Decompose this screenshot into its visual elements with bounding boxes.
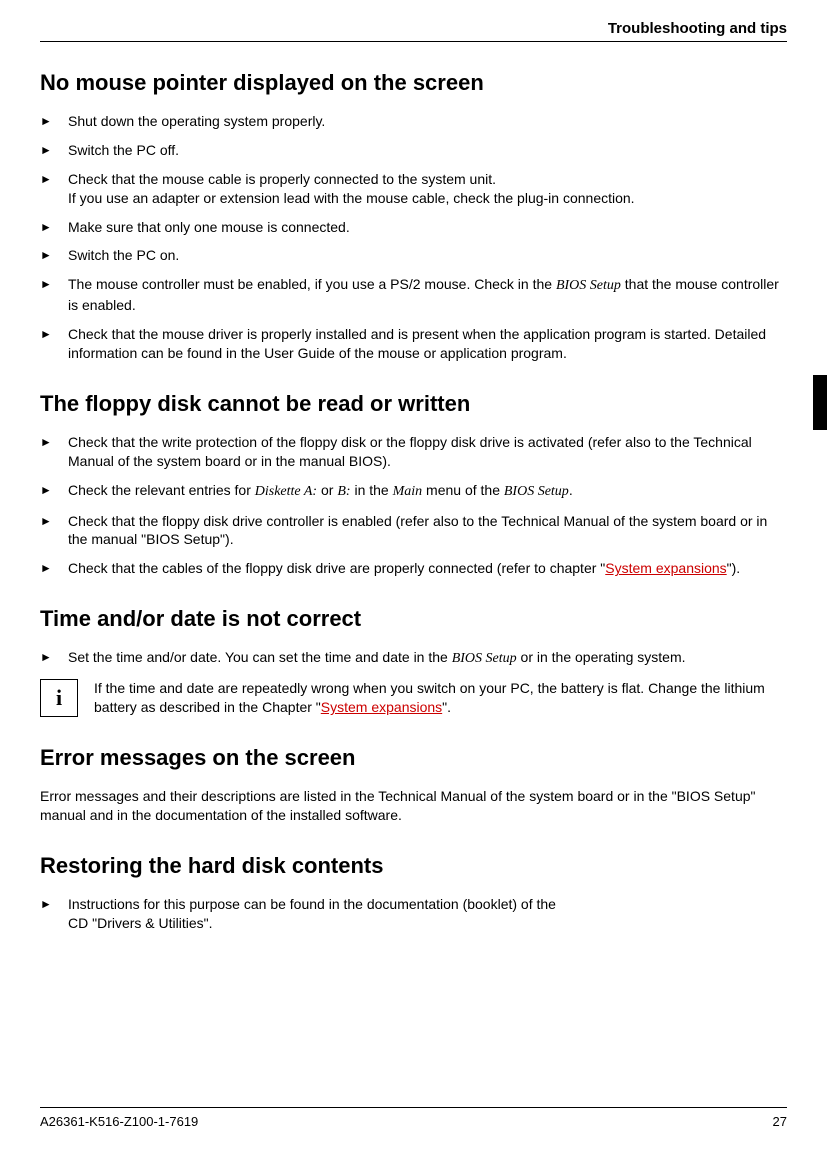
list-item: ►The mouse controller must be enabled, i… bbox=[40, 275, 787, 315]
list-item: ►Check that the cables of the floppy dis… bbox=[40, 559, 787, 578]
steps-floppy: ►Check that the write protection of the … bbox=[40, 433, 787, 578]
bullet-icon: ► bbox=[40, 433, 68, 471]
bullet-icon: ► bbox=[40, 895, 68, 933]
info-text: If the time and date are repeatedly wron… bbox=[94, 679, 787, 717]
info-icon: i bbox=[40, 679, 78, 717]
step-text: Set the time and/or date. You can set th… bbox=[68, 648, 787, 669]
step-text: Check that the write protection of the f… bbox=[68, 433, 787, 471]
paragraph-error-messages: Error messages and their descriptions ar… bbox=[40, 787, 787, 825]
list-item: ►Set the time and/or date. You can set t… bbox=[40, 648, 787, 669]
step-text: Check the relevant entries for Diskette … bbox=[68, 481, 787, 502]
page-footer: A26361-K516-Z100-1-7619 27 bbox=[40, 1107, 787, 1129]
bullet-icon: ► bbox=[40, 648, 68, 669]
list-item: ►Check the relevant entries for Diskette… bbox=[40, 481, 787, 502]
step-text: Check that the mouse driver is properly … bbox=[68, 325, 787, 363]
steps-no-mouse: ►Shut down the operating system properly… bbox=[40, 112, 787, 363]
list-item: ►Check that the floppy disk drive contro… bbox=[40, 512, 787, 550]
list-item: ►Make sure that only one mouse is connec… bbox=[40, 218, 787, 237]
bullet-icon: ► bbox=[40, 112, 68, 131]
step-text: Switch the PC on. bbox=[68, 246, 787, 265]
page-number: 27 bbox=[773, 1114, 787, 1129]
steps-restore-hd: ►Instructions for this purpose can be fo… bbox=[40, 895, 787, 933]
step-text: The mouse controller must be enabled, if… bbox=[68, 275, 787, 315]
bullet-icon: ► bbox=[40, 246, 68, 265]
heading-time-date: Time and/or date is not correct bbox=[40, 606, 787, 632]
bullet-icon: ► bbox=[40, 512, 68, 550]
step-text: Make sure that only one mouse is connect… bbox=[68, 218, 787, 237]
steps-time-date: ►Set the time and/or date. You can set t… bbox=[40, 648, 787, 669]
step-text: Check that the mouse cable is properly c… bbox=[68, 170, 787, 208]
link-system-expansions[interactable]: System expansions bbox=[321, 699, 442, 715]
bullet-icon: ► bbox=[40, 218, 68, 237]
bullet-icon: ► bbox=[40, 559, 68, 578]
list-item: ►Check that the mouse cable is properly … bbox=[40, 170, 787, 208]
bullet-icon: ► bbox=[40, 481, 68, 502]
page-header: Troubleshooting and tips bbox=[40, 20, 787, 42]
step-text: Switch the PC off. bbox=[68, 141, 787, 160]
list-item: ►Check that the write protection of the … bbox=[40, 433, 787, 471]
info-box: i If the time and date are repeatedly wr… bbox=[40, 679, 787, 717]
list-item: ►Shut down the operating system properly… bbox=[40, 112, 787, 131]
bullet-icon: ► bbox=[40, 141, 68, 160]
list-item: ►Switch the PC off. bbox=[40, 141, 787, 160]
step-text: Check that the floppy disk drive control… bbox=[68, 512, 787, 550]
heading-no-mouse: No mouse pointer displayed on the screen bbox=[40, 70, 787, 96]
heading-floppy: The floppy disk cannot be read or writte… bbox=[40, 391, 787, 417]
step-text: Check that the cables of the floppy disk… bbox=[68, 559, 787, 578]
heading-restore-hd: Restoring the hard disk contents bbox=[40, 853, 787, 879]
link-system-expansions[interactable]: System expansions bbox=[605, 560, 726, 576]
heading-error-messages: Error messages on the screen bbox=[40, 745, 787, 771]
step-text: Shut down the operating system properly. bbox=[68, 112, 787, 131]
bullet-icon: ► bbox=[40, 170, 68, 208]
side-tab bbox=[813, 375, 827, 430]
list-item: ►Instructions for this purpose can be fo… bbox=[40, 895, 787, 933]
bullet-icon: ► bbox=[40, 325, 68, 363]
list-item: ►Check that the mouse driver is properly… bbox=[40, 325, 787, 363]
bullet-icon: ► bbox=[40, 275, 68, 315]
step-text: Instructions for this purpose can be fou… bbox=[68, 895, 787, 933]
list-item: ►Switch the PC on. bbox=[40, 246, 787, 265]
doc-id: A26361-K516-Z100-1-7619 bbox=[40, 1114, 198, 1129]
